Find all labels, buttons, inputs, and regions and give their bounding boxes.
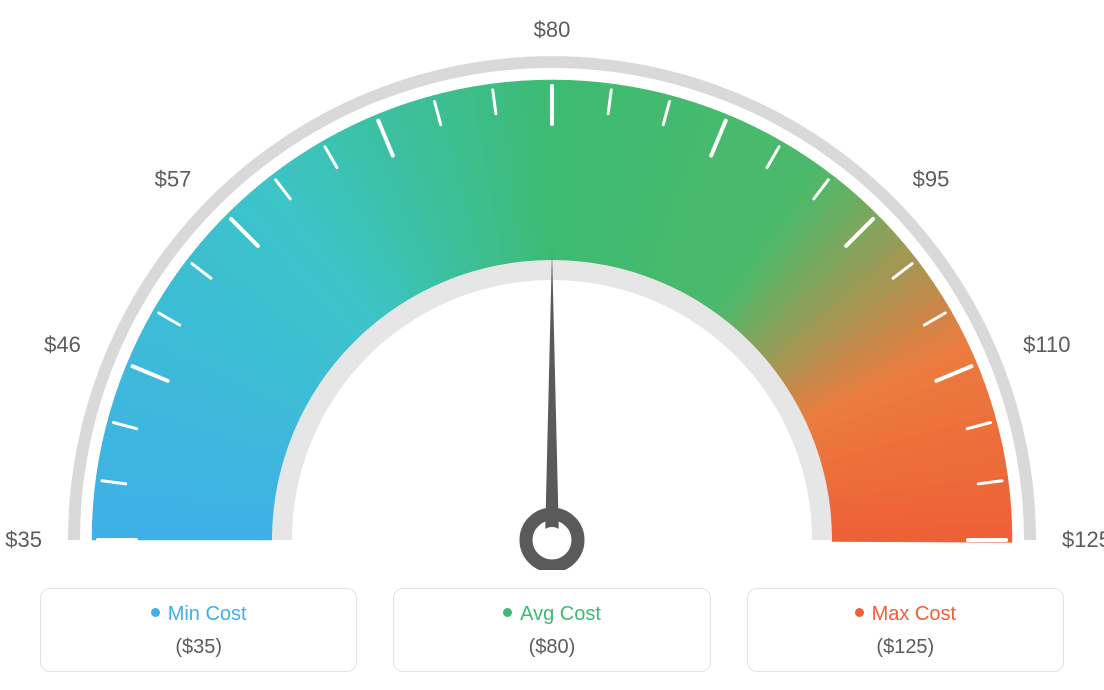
legend-title-avg: Avg Cost bbox=[406, 603, 697, 626]
legend-label-avg: Avg Cost bbox=[520, 603, 601, 625]
svg-text:$80: $80 bbox=[534, 17, 571, 42]
gauge-svg: $35 $46 $57 $80 $95 $110 $125 bbox=[0, 0, 1104, 570]
legend-value-min: ($35) bbox=[53, 636, 344, 659]
svg-text:$125: $125 bbox=[1062, 527, 1104, 552]
legend-row: Min Cost ($35) Avg Cost ($80) Max Cost (… bbox=[0, 588, 1104, 672]
legend-card-avg: Avg Cost ($80) bbox=[393, 588, 710, 672]
gauge-chart: $35 $46 $57 $80 $95 $110 $125 bbox=[0, 0, 1104, 570]
legend-label-max: Max Cost bbox=[872, 603, 956, 625]
dot-icon bbox=[855, 608, 864, 617]
legend-label-min: Min Cost bbox=[168, 603, 247, 625]
svg-text:$35: $35 bbox=[5, 527, 42, 552]
legend-title-min: Min Cost bbox=[53, 603, 344, 626]
dot-icon bbox=[151, 608, 160, 617]
legend-title-max: Max Cost bbox=[760, 603, 1051, 626]
legend-value-avg: ($80) bbox=[406, 636, 697, 659]
legend-card-max: Max Cost ($125) bbox=[747, 588, 1064, 672]
legend-value-max: ($125) bbox=[760, 636, 1051, 659]
legend-card-min: Min Cost ($35) bbox=[40, 588, 357, 672]
svg-text:$95: $95 bbox=[913, 166, 950, 191]
svg-text:$57: $57 bbox=[155, 166, 192, 191]
svg-text:$110: $110 bbox=[1023, 332, 1070, 357]
dot-icon bbox=[503, 608, 512, 617]
svg-text:$46: $46 bbox=[44, 332, 81, 357]
